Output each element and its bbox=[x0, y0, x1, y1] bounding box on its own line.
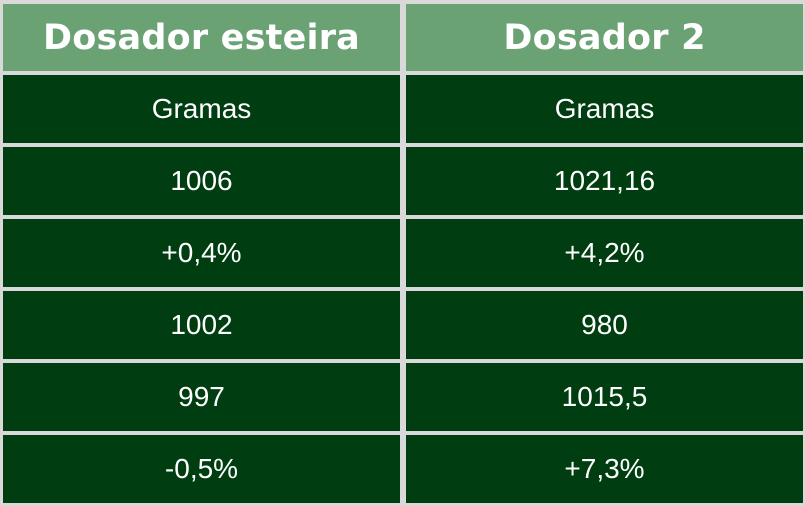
table-cell: 997 bbox=[3, 363, 400, 431]
table-cell: 980 bbox=[406, 291, 803, 359]
table-cell: +4,2% bbox=[406, 219, 803, 287]
table-cell: 1006 bbox=[3, 147, 400, 215]
table-cell: +0,4% bbox=[3, 219, 400, 287]
table-cell: 1021,16 bbox=[406, 147, 803, 215]
column-header-dosador-2: Dosador 2 bbox=[406, 4, 803, 71]
table-cell: 1002 bbox=[3, 291, 400, 359]
table-cell: -0,5% bbox=[3, 435, 400, 503]
table-cell: +7,3% bbox=[406, 435, 803, 503]
table-cell-unit-dosador-2: Gramas bbox=[406, 75, 803, 143]
table-cell-unit-esteira: Gramas bbox=[3, 75, 400, 143]
column-header-dosador-esteira: Dosador esteira bbox=[3, 4, 400, 71]
table-cell: 1015,5 bbox=[406, 363, 803, 431]
